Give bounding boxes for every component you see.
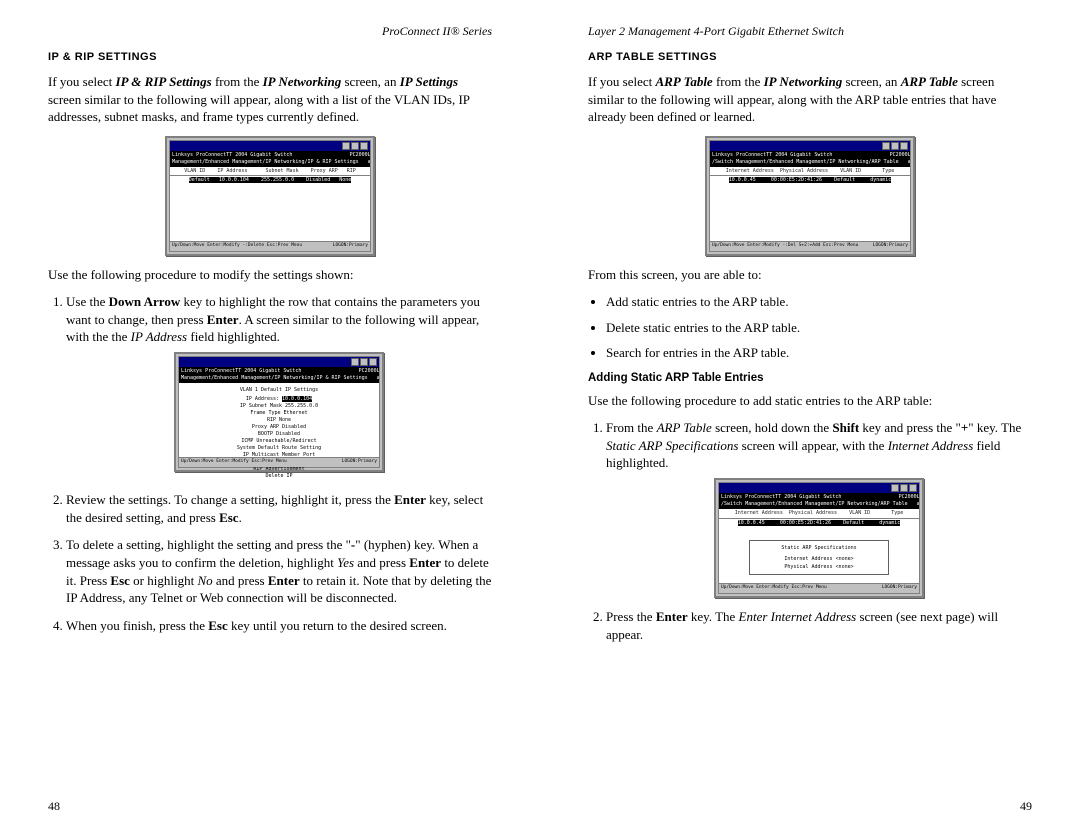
rstep-1: From the ARP Table screen, hold down the… [606, 419, 1032, 598]
page-number-right: 49 [1020, 799, 1032, 814]
step-2: Review the settings. To change a setting… [66, 491, 492, 526]
use-procedure-text: Use the following procedure to modify th… [48, 266, 492, 284]
section-title-ip-rip: IP & RIP SETTINGS [48, 51, 492, 63]
intro-paragraph-right: If you select ARP Table from the IP Netw… [588, 73, 1032, 126]
bullet-search: Search for entries in the ARP table. [606, 344, 1032, 362]
left-page: ProConnect II® Series IP & RIP SETTINGS … [0, 0, 540, 834]
step-3: To delete a setting, highlight the setti… [66, 536, 492, 606]
bullet-list: Add static entries to the ARP table. Del… [606, 293, 1032, 362]
right-header: Layer 2 Management 4-Port Gigabit Ethern… [588, 24, 1032, 39]
bullet-add: Add static entries to the ARP table. [606, 293, 1032, 311]
from-screen-text: From this screen, you are able to: [588, 266, 1032, 284]
screenshot-arp-table: Linksys ProConnectTT 2004 Gigabit Switch… [588, 136, 1032, 256]
right-page: Layer 2 Management 4-Port Gigabit Ethern… [540, 0, 1080, 834]
step-4: When you finish, press the Esc key until… [66, 617, 492, 635]
use-procedure-right: Use the following procedure to add stati… [588, 392, 1032, 410]
screenshot-ip-settings: Linksys ProConnectTT 2004 Gigabit Switch… [48, 136, 492, 256]
procedure-list-right: From the ARP Table screen, hold down the… [606, 419, 1032, 643]
screenshot-ip-details: Linksys ProConnectTT 2004 Gigabit Switch… [66, 352, 492, 482]
window-titlebar [170, 141, 370, 151]
page-number-left: 48 [48, 799, 60, 814]
step-1: Use the Down Arrow key to highlight the … [66, 293, 492, 481]
screenshot-static-arp: Linksys ProConnectTT 2004 Gigabit Switch… [606, 478, 1032, 598]
rstep-2: Press the Enter key. The Enter Internet … [606, 608, 1032, 643]
intro-paragraph-left: If you select IP & RIP Settings from the… [48, 73, 492, 126]
bullet-delete: Delete static entries to the ARP table. [606, 319, 1032, 337]
section-title-arp: ARP TABLE SETTINGS [588, 51, 1032, 63]
procedure-list-left: Use the Down Arrow key to highlight the … [66, 293, 492, 634]
subtitle-adding-static: Adding Static ARP Table Entries [588, 372, 1032, 384]
left-header: ProConnect II® Series [48, 24, 492, 39]
